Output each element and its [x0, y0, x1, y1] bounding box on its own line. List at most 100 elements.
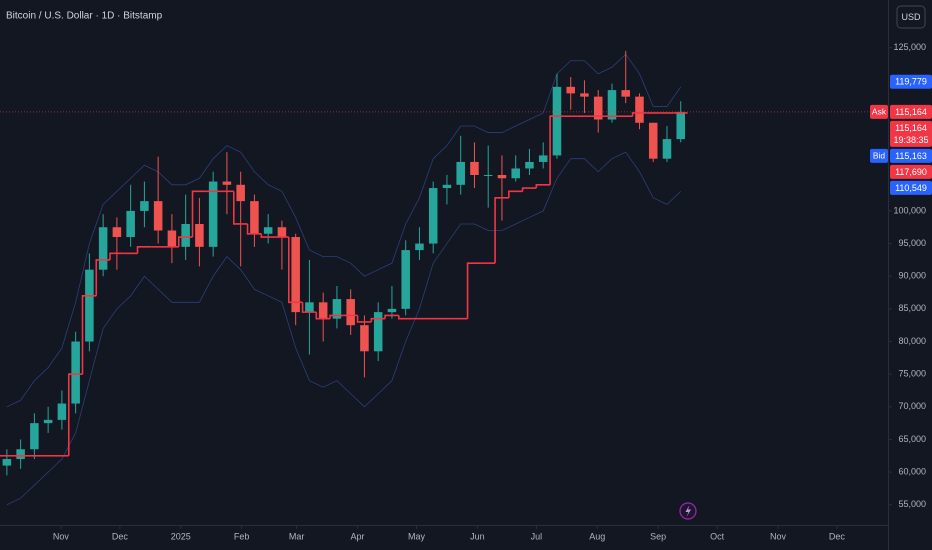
x-tick-label: Dec: [112, 531, 129, 541]
x-tick-label: Jun: [470, 531, 485, 541]
candle-body: [483, 175, 493, 176]
stop-line-segment: [232, 191, 248, 225]
stop-line-segment: [109, 252, 124, 260]
y-tick-label: 60,000: [898, 466, 926, 476]
y-tick-label: 100,000: [893, 205, 926, 215]
stop-line-segment: [356, 315, 372, 323]
x-tick-label: Feb: [234, 531, 250, 541]
candle-body: [71, 341, 80, 404]
candle-body: [57, 403, 67, 420]
candle-body: [43, 419, 53, 424]
candle-body: [456, 161, 465, 185]
price-badge: [890, 74, 932, 89]
candle-body: [30, 423, 39, 450]
price-badge-label: 115,163: [895, 151, 927, 161]
y-tick-label: 90,000: [898, 271, 926, 281]
stop-line-segment: [329, 314, 344, 319]
candle-body: [208, 181, 218, 247]
y-tick-label: 75,000: [898, 369, 926, 379]
price-badge-label: 117,690: [895, 167, 927, 177]
x-tick-label: Aug: [589, 531, 605, 541]
candle-body: [607, 90, 617, 120]
currency-button[interactable]: [896, 5, 926, 29]
band-lower: [6, 151, 682, 506]
candle-body: [373, 312, 383, 352]
price-tag-label: Bid: [873, 151, 886, 161]
candle-body: [153, 201, 163, 231]
candle-body: [428, 188, 438, 244]
candle-body: [98, 227, 108, 270]
price-tag: [870, 104, 888, 119]
x-tick-label: Apr: [351, 531, 365, 541]
x-tick-label: Nov: [53, 531, 70, 541]
price-badge: [890, 180, 932, 195]
x-tick-label: Mar: [289, 531, 305, 541]
candle-body: [112, 227, 122, 238]
x-tick-label: Nov: [770, 531, 787, 541]
stop-line-segment: [191, 190, 207, 238]
price-badge: [890, 164, 932, 179]
x-tick-label: 2025: [171, 531, 191, 541]
candle-body: [497, 175, 507, 179]
stop-line-segment: [508, 190, 523, 198]
stop-line-segment: [549, 115, 564, 185]
stop-line-segment: [494, 197, 509, 264]
price-tag: [870, 148, 888, 163]
candle-body: [85, 269, 94, 342]
candle-body: [442, 184, 452, 189]
candle-body: [401, 250, 410, 309]
stop-line-segment: [81, 295, 97, 375]
candle-body: [580, 93, 589, 97]
candle-body: [291, 237, 300, 313]
candle-body: [552, 86, 562, 156]
stop-line-segment: [95, 259, 111, 296]
stop-line-segment: [370, 317, 386, 322]
currency-label[interactable]: USD: [901, 12, 921, 22]
candle-body: [2, 459, 12, 466]
candle-body: [635, 96, 644, 123]
stop-line-segment: [521, 187, 537, 192]
x-tick-label: Jul: [531, 531, 543, 541]
stop-line-segment: [67, 373, 83, 456]
price-badge-label: 119,779: [895, 77, 927, 87]
candle-body: [250, 201, 259, 234]
candle-body: [538, 155, 548, 162]
candle-body: [126, 210, 135, 238]
band-upper: [6, 53, 682, 408]
x-tick-label: May: [408, 531, 426, 541]
price-badge: [890, 120, 932, 147]
candle-body: [167, 230, 177, 247]
stop-line-segment: [287, 237, 303, 304]
candle-body: [511, 168, 520, 179]
price-badge: [890, 148, 932, 163]
stop-line-segment: [177, 236, 193, 247]
stop-line-segment: [631, 112, 647, 117]
candle-body: [360, 325, 369, 352]
stop-line-segment: [535, 183, 551, 189]
candle-body: [277, 227, 287, 238]
candle-body: [195, 223, 204, 247]
candle-body: [415, 243, 424, 251]
price-badge-label: 115,164: [895, 123, 927, 133]
stop-line-segment: [246, 223, 262, 235]
price-tag-label: Ask: [872, 107, 887, 117]
candle-body: [566, 86, 575, 94]
stop-line-segment: [384, 314, 399, 319]
stop-line-segment: [466, 262, 482, 319]
stop-line-segment: [301, 302, 317, 313]
candle-body: [181, 223, 190, 247]
candle-body: [662, 139, 672, 159]
candle-body: [470, 161, 479, 175]
y-tick-label: 55,000: [898, 499, 926, 509]
plot-area: [0, 50, 688, 506]
candle-body: [648, 122, 658, 159]
stop-line-segment: [315, 312, 331, 320]
candle-body: [332, 299, 342, 319]
chart-title: Bitcoin / U.S. Dollar · 1D · Bitstamp: [6, 11, 163, 22]
candle-body: [140, 201, 149, 211]
price-badge-label: 110,549: [895, 183, 927, 193]
price-badge-label: 115,164: [895, 107, 927, 117]
